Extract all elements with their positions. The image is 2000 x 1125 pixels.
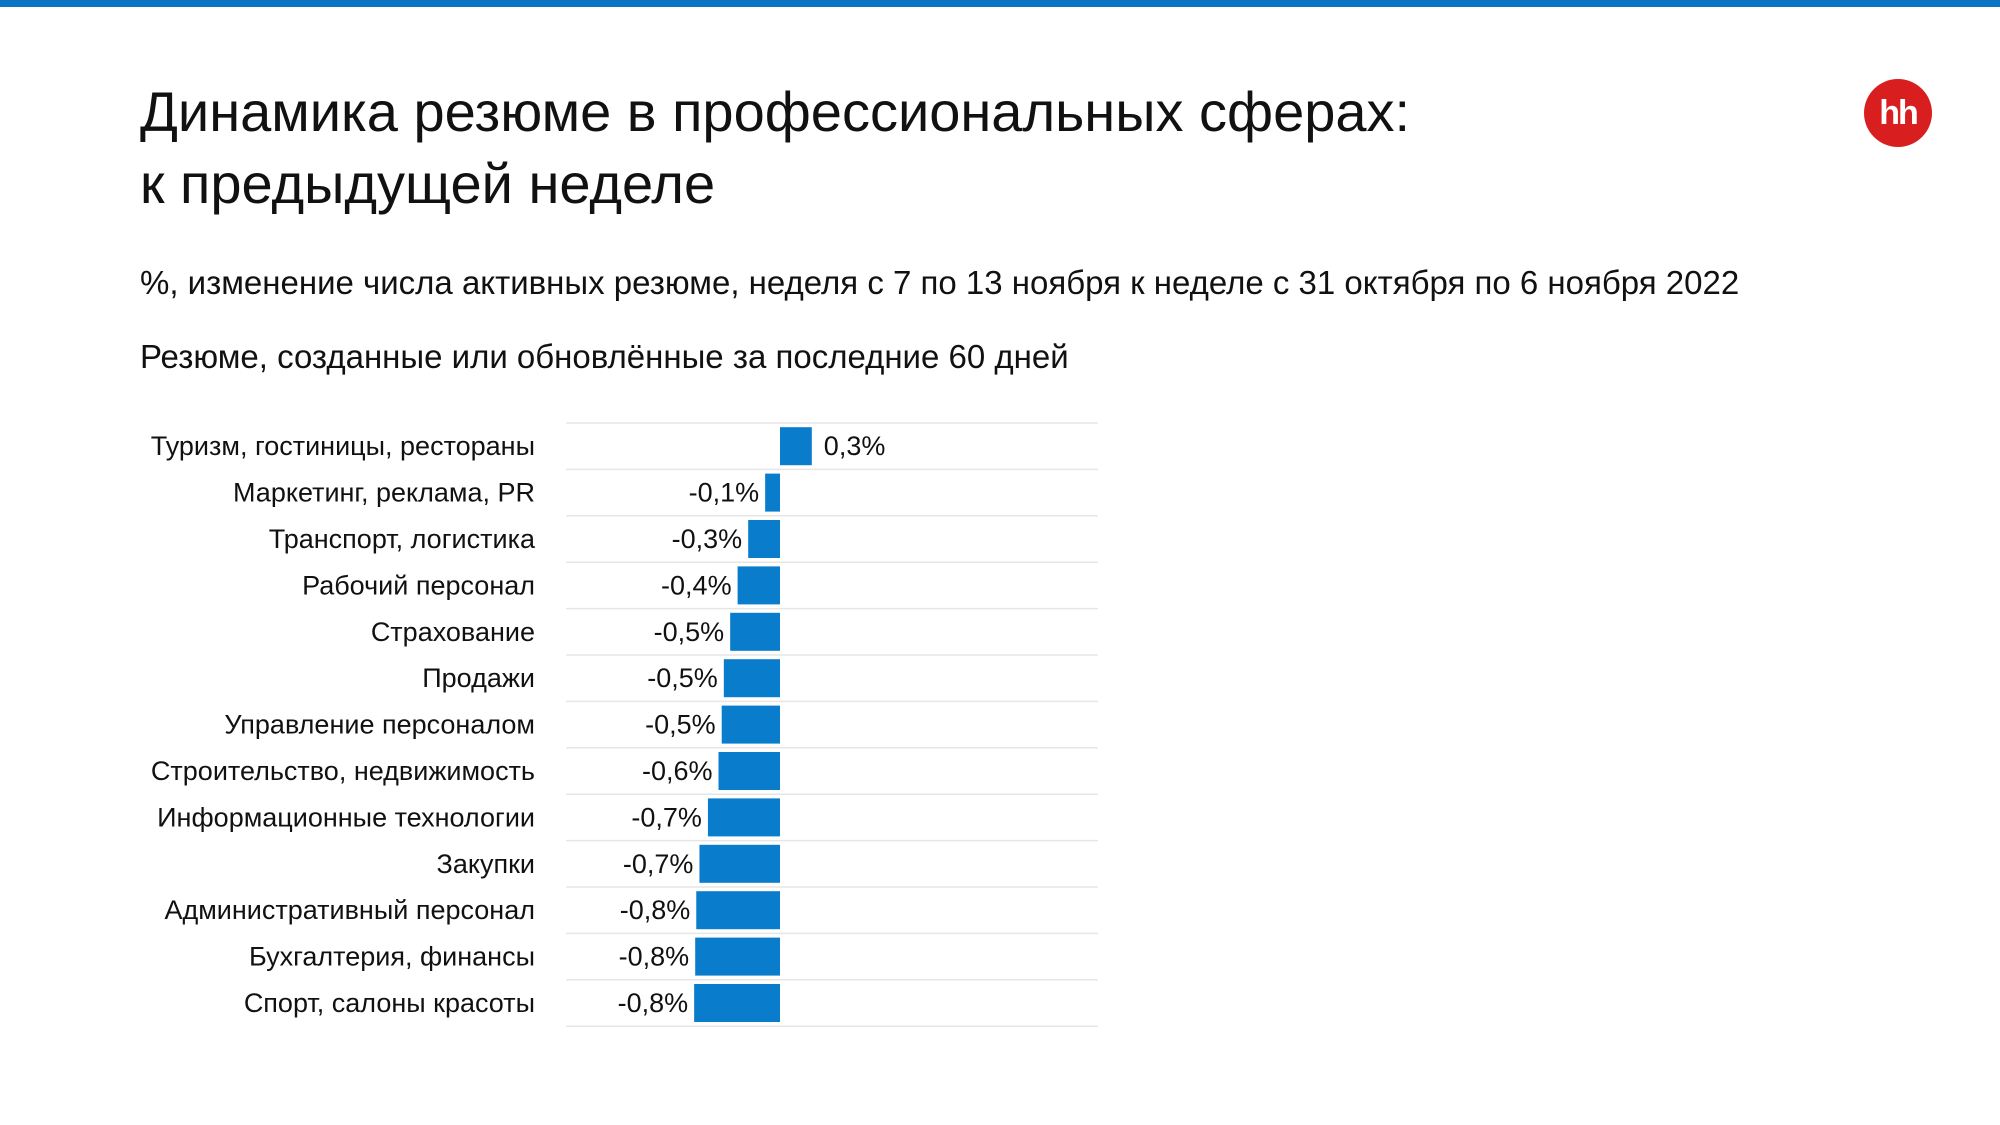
value-label: -0,8%	[618, 988, 689, 1018]
category-label: Продажи	[422, 663, 535, 693]
category-label: Страхование	[371, 617, 535, 647]
bar	[780, 427, 812, 466]
category-label: Транспорт, логистика	[269, 524, 536, 554]
value-label: -0,7%	[631, 802, 702, 832]
category-label: Маркетинг, реклама, PR	[233, 478, 535, 508]
value-label: 0,3%	[824, 431, 886, 461]
category-label: Строительство, недвижимость	[151, 756, 535, 786]
bar	[721, 705, 780, 744]
bar	[765, 473, 780, 512]
bar	[730, 612, 780, 651]
value-label: -0,3%	[672, 524, 743, 554]
value-label: -0,5%	[645, 710, 716, 740]
page-title: Динамика резюме в профессиональных сфера…	[140, 76, 1740, 220]
value-label: -0,1%	[689, 478, 760, 508]
bar	[695, 937, 780, 976]
hh-logo-text: hh	[1879, 93, 1919, 132]
title-line-1: Динамика резюме в профессиональных сфера…	[140, 80, 1411, 143]
category-label: Закупки	[437, 849, 535, 879]
category-label: Спорт, салоны красоты	[244, 988, 535, 1018]
category-label: Рабочий персонал	[302, 570, 535, 600]
bar	[723, 659, 780, 698]
category-label: Бухгалтерия, финансы	[249, 942, 535, 972]
category-label: Информационные технологии	[157, 802, 535, 832]
value-label: -0,4%	[661, 570, 732, 600]
value-label: -0,6%	[642, 756, 713, 786]
value-label: -0,8%	[619, 942, 690, 972]
chart-subtitle: %, изменение числа активных резюме, неде…	[140, 264, 1740, 301]
top-accent-bar	[0, 0, 2000, 7]
category-label: Туризм, гостиницы, рестораны	[151, 431, 535, 461]
category-label: Административный персонал	[164, 895, 535, 925]
value-label: -0,8%	[620, 895, 691, 925]
bar	[696, 891, 780, 930]
value-label: -0,5%	[654, 617, 725, 647]
bar	[694, 984, 780, 1022]
bar	[718, 752, 780, 790]
bar	[699, 844, 780, 883]
value-label: -0,5%	[647, 663, 718, 693]
hh-logo: hh	[1864, 79, 1932, 147]
chart-caption: Резюме, созданные или обновлённые за пос…	[140, 338, 1069, 375]
value-label: -0,7%	[623, 849, 694, 879]
category-label: Управление персоналом	[224, 710, 535, 740]
title-line-2: к предыдущей неделе	[140, 152, 716, 215]
bar	[737, 566, 780, 605]
bar	[748, 520, 780, 558]
bar	[707, 798, 780, 837]
